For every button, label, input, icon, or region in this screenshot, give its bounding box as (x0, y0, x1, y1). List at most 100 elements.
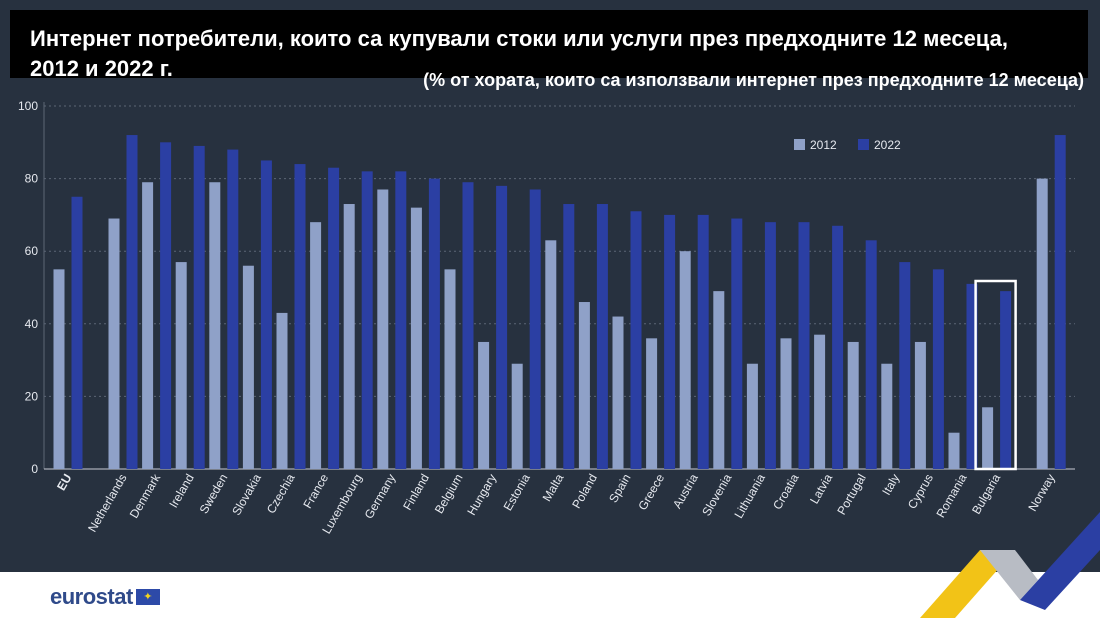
bar-2012-germany (377, 189, 389, 470)
bar-2022-czechia (294, 164, 306, 469)
bar-2012-denmark (142, 182, 154, 470)
legend-swatch-2022 (858, 139, 869, 150)
x-tick-label: Portugal (834, 472, 868, 518)
y-tick-label: 60 (25, 244, 39, 258)
x-tick-label: Denmark (127, 471, 164, 521)
bar-2022-malta (563, 204, 575, 469)
x-tick-label: Italy (879, 472, 902, 498)
x-tick-label: Austria (670, 471, 701, 511)
bar-2022-hungary (496, 185, 508, 470)
x-tick-label: Norway (1025, 472, 1057, 514)
y-tick-label: 40 (25, 317, 39, 331)
bar-2022-netherlands (126, 135, 138, 470)
bar-2022-slovakia (260, 160, 272, 469)
x-tick-label: Croatia (770, 471, 802, 512)
bar-2012-france (310, 222, 322, 469)
bar-2022-cyprus (932, 269, 944, 469)
bar-2012-finland (410, 207, 422, 469)
chart-title-line-2: 2012 и 2022 г. (30, 56, 173, 81)
bar-2012-spain (612, 316, 624, 469)
y-tick-label: 80 (25, 172, 39, 186)
x-tick-label: Sweden (197, 472, 231, 517)
x-tick-label: Greece (635, 471, 667, 512)
bar-2022-estonia (529, 189, 541, 470)
bar-2012-portugal (847, 341, 859, 469)
legend-swatch-2012 (794, 139, 805, 150)
bar-2022-greece (664, 214, 676, 469)
bar-2012-italy (881, 363, 893, 469)
eu-flag-icon: ✦ (135, 589, 160, 605)
bar-2022-france (328, 167, 340, 469)
bar-2022-portugal (865, 240, 877, 469)
chart-title-line-1: Интернет потребители, които са купували … (30, 26, 1008, 51)
bar-2012-czechia (276, 312, 288, 469)
y-tick-label: 100 (18, 99, 38, 113)
bar-2022-finland (428, 178, 440, 469)
x-tick-label: Spain (606, 472, 633, 506)
legend-label-2012: 2012 (810, 138, 837, 152)
bar-2022-austria (697, 214, 709, 469)
bar-2022-bulgaria (1000, 291, 1012, 469)
x-tick-label: Ireland (166, 472, 196, 511)
bar-2012-austria (679, 251, 691, 469)
bar-2012-latvia (814, 334, 826, 469)
title-box: Интернет потребители, които са купували … (10, 10, 1088, 81)
bar-2012-belgium (444, 269, 456, 469)
x-tick-label: Cyprus (905, 472, 936, 512)
bar-2012-norway (1036, 178, 1048, 469)
legend-label-2022: 2022 (874, 138, 901, 152)
logo-text: eurostat (50, 584, 133, 609)
bar-2012-estonia (511, 363, 523, 469)
bar-2022-norway (1054, 135, 1066, 470)
x-tick-label: Latvia (807, 471, 835, 506)
x-tick-label: Poland (569, 472, 600, 511)
x-tick-label: Lithuania (732, 471, 769, 520)
bar-2012-poland (578, 302, 590, 469)
corner-decoration (920, 512, 1100, 618)
bar-2022-denmark (160, 142, 172, 470)
y-tick-label: 20 (25, 389, 39, 403)
bar-2012-greece (646, 338, 658, 469)
bar-2022-belgium (462, 182, 474, 470)
x-tick-label: Malta (540, 471, 567, 504)
bar-2012-croatia (780, 338, 792, 469)
bar-2022-italy (899, 262, 911, 469)
x-tick-label: Belgium (432, 472, 466, 517)
chart-subtitle: (% от хората, които са използвали интерн… (423, 70, 1084, 90)
bar-2022-eu (71, 196, 83, 469)
x-tick-label: Slovakia (229, 471, 264, 518)
bar-2012-eu (53, 269, 65, 469)
bar-2012-lithuania (746, 363, 758, 469)
x-tick-label: Estonia (501, 471, 533, 513)
bar-2022-germany (395, 171, 407, 469)
x-tick-label: Finland (400, 472, 432, 513)
x-tick-label: Netherlands (85, 472, 129, 535)
bar-2022-poland (596, 204, 608, 469)
bar-2022-spain (630, 211, 642, 469)
eurostat-logo: eurostat ✦ (50, 584, 160, 610)
x-tick-label: Slovenia (699, 471, 734, 518)
bar-2012-hungary (478, 341, 490, 469)
x-tick-label: Hungary (464, 471, 499, 517)
bar-2022-slovenia (731, 218, 743, 469)
bar-2022-ireland (193, 145, 205, 469)
bar-2022-croatia (798, 222, 810, 469)
bar-2012-romania (948, 432, 960, 469)
bar-2012-netherlands (108, 218, 120, 469)
x-tick-label: Czechia (264, 471, 298, 516)
bar-2012-slovenia (713, 291, 725, 469)
bar-2022-lithuania (764, 222, 776, 469)
bar-2012-slovakia (242, 265, 254, 469)
bar-2012-ireland (175, 262, 187, 469)
bar-2022-latvia (832, 225, 844, 469)
highlight-box-bulgaria (974, 279, 1017, 471)
bar-2012-luxembourg (343, 204, 355, 469)
bar-2012-sweden (209, 182, 221, 470)
bar-2012-cyprus (914, 341, 926, 469)
bar-2022-sweden (227, 149, 239, 469)
x-tick-label: EU (54, 472, 74, 493)
bar-2012-bulgaria (982, 407, 994, 469)
bar-2022-luxembourg (361, 171, 373, 469)
bar-2022-romania (966, 283, 978, 469)
